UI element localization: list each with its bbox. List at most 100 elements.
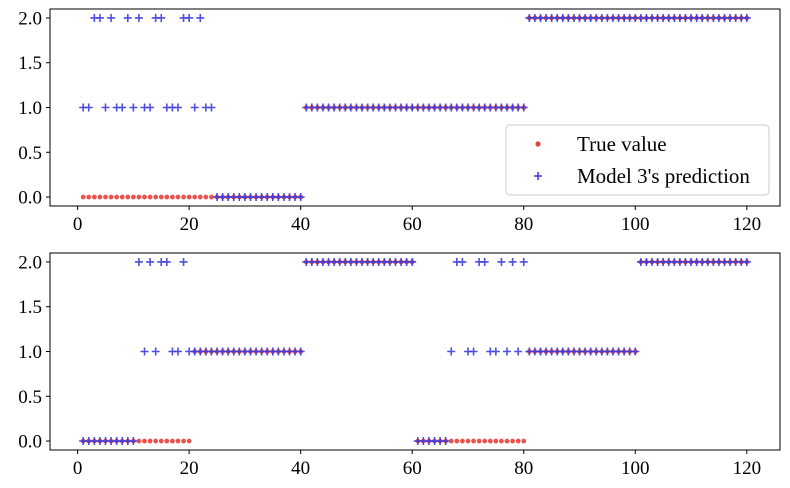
true-value-point <box>175 438 181 444</box>
true-value-point <box>153 438 159 444</box>
true-value-point <box>499 438 504 444</box>
true-value-point <box>164 438 170 444</box>
x-tick-label: 120 <box>733 458 762 479</box>
model-3-s-prediction-point <box>631 347 640 356</box>
true-value-point <box>181 438 186 444</box>
model-3-s-prediction-point <box>107 13 116 22</box>
y-tick-label: 1.0 <box>18 98 42 119</box>
model-3-s-prediction-point <box>519 103 528 112</box>
top-chart-axes: 0 20 40 60 80 100 120 0.0 0.5 1.0 1.5 2.0 <box>18 8 761 235</box>
true-value-point <box>125 194 131 200</box>
model-3-s-prediction-point <box>173 103 182 112</box>
true-value-point <box>153 194 159 200</box>
bottom-chart-marks <box>79 257 751 446</box>
x-tick-label: 0 <box>73 458 83 479</box>
y-tick-label: 1.5 <box>18 297 42 318</box>
y-tick-label: 0.5 <box>18 387 42 408</box>
true-value-point <box>119 194 125 200</box>
x-tick-label: 100 <box>621 458 650 479</box>
model-3-s-prediction-point <box>408 257 417 266</box>
model-3-s-prediction-point <box>296 193 305 202</box>
true-value-point <box>493 438 499 444</box>
true-value-point <box>454 438 460 444</box>
true-value-point <box>476 438 482 444</box>
y-tick-label: 0.0 <box>18 432 42 453</box>
model-3-s-prediction-point <box>508 257 517 266</box>
model-3-s-prediction-point <box>742 257 751 266</box>
y-tick-label: 0.5 <box>18 143 42 164</box>
model-3-s-prediction-point <box>190 103 199 112</box>
model-3-s-prediction-point <box>129 103 138 112</box>
true-value-point <box>197 194 203 200</box>
model-3-s-prediction-point <box>185 13 194 22</box>
true-value-point <box>86 194 92 200</box>
true-value-point <box>510 438 515 444</box>
x-tick-label: 40 <box>291 214 310 235</box>
x-tick-label: 20 <box>180 214 199 235</box>
legend-marker-prediction <box>534 172 542 180</box>
true-value-point <box>175 194 181 200</box>
model-3-s-prediction-point <box>162 257 171 266</box>
model-3-s-prediction-point <box>497 257 506 266</box>
model-3-s-prediction-point <box>140 347 149 356</box>
model-3-s-prediction-point <box>296 347 305 356</box>
y-tick-label: 2.0 <box>18 8 42 29</box>
model-3-s-prediction-point <box>146 103 155 112</box>
model-3-s-prediction-point <box>207 103 216 112</box>
true-value-point <box>108 194 114 200</box>
model-3-s-prediction-point <box>196 13 205 22</box>
true-value-point <box>186 194 192 200</box>
x-tick-label: 120 <box>733 214 762 235</box>
bottom-chart-panel: 0 20 40 60 80 100 120 0.0 0.5 1.0 1.5 2.0 <box>18 252 781 479</box>
true-value-point <box>97 194 103 200</box>
model-3-s-prediction-point <box>157 13 166 22</box>
x-tick-label: 100 <box>621 214 650 235</box>
x-tick-label: 20 <box>180 458 199 479</box>
true-value-point <box>482 438 488 444</box>
true-value-point <box>170 194 175 200</box>
top-chart-legend: True value Model 3's prediction <box>505 124 770 196</box>
x-tick-label: 0 <box>73 214 83 235</box>
true-value-point <box>515 438 521 444</box>
true-value-point <box>158 438 164 444</box>
true-value-point <box>465 438 471 444</box>
true-value-point <box>471 438 476 444</box>
model-3-s-prediction-point <box>491 347 500 356</box>
true-value-point <box>521 438 527 444</box>
model-3-s-prediction-point <box>185 347 194 356</box>
true-value-point <box>170 438 175 444</box>
true-value-point <box>158 194 164 200</box>
model-3-s-prediction-point <box>179 257 188 266</box>
true-value-point <box>487 438 493 444</box>
model-3-s-prediction-point <box>101 103 110 112</box>
model-3-s-prediction-point <box>129 437 138 446</box>
model-3-s-prediction-point <box>514 347 523 356</box>
y-tick-label: 2.0 <box>18 252 42 273</box>
top-chart-panel: 0 20 40 60 80 100 120 0.0 0.5 1.0 1.5 2.0 True valu… <box>18 8 781 235</box>
model-3-s-prediction-point <box>95 13 104 22</box>
true-value-point <box>114 194 120 200</box>
true-value-point <box>80 194 86 200</box>
true-value-point <box>103 194 108 200</box>
model-3-s-prediction-point <box>146 257 155 266</box>
true-value-point <box>209 194 214 200</box>
model-3-s-prediction-point <box>469 347 478 356</box>
true-value-point <box>186 438 192 444</box>
true-value-point <box>181 194 186 200</box>
x-tick-label: 80 <box>514 214 533 235</box>
model-3-s-prediction-point <box>134 257 143 266</box>
model-3-s-prediction-point <box>134 13 143 22</box>
legend-marker-true-value <box>535 141 541 147</box>
model-3-s-prediction-point <box>123 13 132 22</box>
true-value-point <box>504 438 510 444</box>
y-tick-label: 1.5 <box>18 53 42 74</box>
model-3-s-prediction-point <box>503 347 512 356</box>
x-tick-label: 40 <box>291 458 310 479</box>
model-3-s-prediction-point <box>519 257 528 266</box>
true-value-point <box>448 438 454 444</box>
legend-box <box>505 124 770 196</box>
model-3-s-prediction-point <box>173 347 182 356</box>
x-tick-label: 60 <box>403 458 422 479</box>
true-value-point <box>147 194 153 200</box>
x-tick-label: 80 <box>514 458 533 479</box>
